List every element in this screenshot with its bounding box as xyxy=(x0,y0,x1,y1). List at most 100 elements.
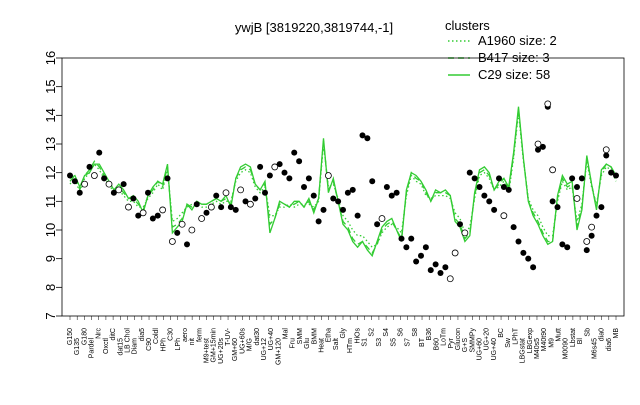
data-point xyxy=(569,175,576,182)
x-tick-label: G180 xyxy=(81,328,88,345)
data-point-open xyxy=(81,180,89,188)
x-tick-label: Etha xyxy=(326,328,333,343)
data-point-open xyxy=(237,186,245,194)
data-point xyxy=(218,204,225,211)
x-tick-label: Sw xyxy=(505,337,512,348)
x-tick-label: S5 xyxy=(390,338,397,347)
data-point xyxy=(383,184,390,190)
data-point xyxy=(491,206,498,213)
data-point xyxy=(432,261,439,268)
data-point xyxy=(310,192,317,199)
data-point xyxy=(174,229,181,236)
x-tick-label: Coldl xyxy=(153,328,160,344)
data-point xyxy=(281,169,288,176)
data-point xyxy=(539,143,546,150)
x-tick-label: LBGstat xyxy=(520,338,527,363)
x-tick-label: ditC xyxy=(110,328,117,340)
x-tick-label: G+S xyxy=(462,338,469,353)
plot-frame xyxy=(61,57,625,317)
data-point-open xyxy=(549,166,557,174)
data-point xyxy=(349,186,356,193)
data-point xyxy=(413,258,420,265)
data-point xyxy=(359,132,366,139)
y-tick-label: 11 xyxy=(43,195,58,209)
data-point xyxy=(418,252,424,259)
x-tick-label: BT xyxy=(419,337,426,347)
data-point xyxy=(101,175,108,182)
x-tick-label: MB xyxy=(613,328,620,339)
data-point xyxy=(364,135,371,142)
legend-title: clusters xyxy=(445,18,490,33)
x-tick-label: S8 xyxy=(412,328,419,337)
x-tick-label: M/G xyxy=(247,338,254,351)
data-point xyxy=(481,192,488,199)
data-point-open xyxy=(90,172,98,179)
x-tick-label: dia5 xyxy=(139,328,146,341)
data-point-open xyxy=(602,146,610,154)
x-tick-label: UG+60s xyxy=(239,328,246,354)
data-point xyxy=(530,264,537,271)
x-tick-label: dia6 xyxy=(606,338,613,351)
data-point xyxy=(266,172,273,179)
data-point xyxy=(335,198,342,205)
data-point xyxy=(549,198,556,205)
y-tick-label: 7 xyxy=(43,312,58,319)
data-point-open xyxy=(139,209,147,217)
x-tick-label: S4 xyxy=(383,328,390,337)
x-tick-label: Heat xyxy=(318,338,325,353)
data-point xyxy=(505,186,512,193)
data-point xyxy=(120,181,127,188)
x-tick-label: UG+20 xyxy=(484,328,491,350)
x-tick-label: UG+40 xyxy=(491,338,498,360)
chart-title: ywjB [3819220,3819744,-1] xyxy=(235,20,393,35)
x-tick-label: BMM xyxy=(311,328,318,345)
data-point xyxy=(369,178,376,185)
data-point xyxy=(442,264,449,271)
x-tick-label: Mal xyxy=(283,328,290,340)
x-tick-label: Pardel xyxy=(89,338,96,359)
data-point-open xyxy=(588,223,596,231)
x-tick-label: G150 xyxy=(67,328,74,345)
x-tick-label: G135 xyxy=(74,338,81,355)
x-tick-label: M40s5 xyxy=(534,338,541,359)
x-tick-label: S3 xyxy=(376,338,383,347)
data-point xyxy=(564,244,571,251)
data-point xyxy=(286,175,293,182)
x-tick-label: LBGexp xyxy=(527,328,534,353)
data-point xyxy=(510,224,517,231)
data-point xyxy=(496,175,502,182)
data-point xyxy=(262,189,268,196)
data-point xyxy=(583,247,590,254)
data-point xyxy=(559,241,566,248)
y-tick-label: 8 xyxy=(43,284,58,291)
data-point-open xyxy=(451,249,459,257)
x-tick-label: UG+60 xyxy=(477,338,484,360)
data-point xyxy=(520,249,527,256)
data-point xyxy=(315,218,322,225)
x-tick-label: Salt xyxy=(333,338,340,350)
x-tick-label: SMMPy xyxy=(469,328,476,353)
data-point xyxy=(340,206,346,213)
data-point-open xyxy=(461,229,469,237)
y-tick-label: 14 xyxy=(43,108,58,122)
data-point xyxy=(422,244,429,251)
data-point-open xyxy=(271,163,279,171)
x-tick-label: M9 xyxy=(548,338,555,348)
data-point-open xyxy=(198,215,206,222)
x-tick-label: M0090 xyxy=(563,338,570,360)
data-point-open xyxy=(544,100,552,108)
data-point xyxy=(330,195,337,202)
data-point xyxy=(471,175,478,182)
x-tick-label: dia0 xyxy=(599,328,606,341)
x-tick-label: Diam xyxy=(132,338,139,355)
data-point xyxy=(164,175,171,182)
data-point xyxy=(388,192,395,199)
data-point xyxy=(525,255,532,262)
data-point-open xyxy=(446,275,454,283)
data-point xyxy=(593,212,600,219)
x-tick-label: LoTm xyxy=(441,328,448,346)
legend-label: B417 size: 3 xyxy=(478,50,550,65)
data-point xyxy=(154,212,161,219)
x-tick-label: UG+12 xyxy=(261,338,268,360)
